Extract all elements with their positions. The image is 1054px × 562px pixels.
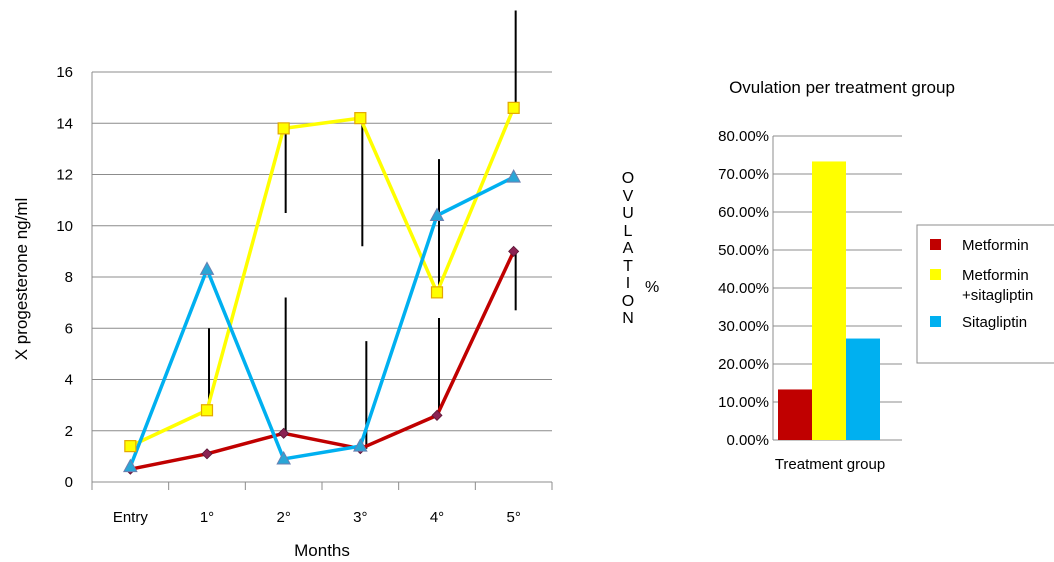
- data-point: [278, 427, 290, 439]
- data-point: [277, 122, 290, 135]
- x-axis-title: Months: [294, 541, 350, 560]
- x-tick-label: 3°: [353, 509, 367, 526]
- legend-label: Sitagliptin: [962, 314, 1027, 331]
- x-tick-label: 2°: [276, 509, 290, 526]
- y-tick-label: 50.00%: [718, 242, 769, 259]
- axis-label-letter: L: [623, 222, 633, 240]
- legend-box: [916, 224, 1054, 364]
- y-tick-label: 14: [56, 115, 73, 132]
- bar: [812, 161, 846, 440]
- data-point: [276, 450, 292, 465]
- y-tick-label: 70.00%: [718, 166, 769, 183]
- axis-label-letter: T: [623, 257, 633, 275]
- data-point: [354, 112, 367, 125]
- x-tick-label: Entry: [113, 509, 149, 526]
- data-point: [508, 245, 520, 257]
- y-tick-label: 10: [56, 218, 73, 235]
- y-tick-label: 12: [56, 167, 73, 184]
- y-axis-title: X progesterone ng/ml: [12, 198, 31, 361]
- data-point: [429, 207, 445, 221]
- axis-label-letter: V: [622, 187, 634, 205]
- bar: [778, 389, 812, 440]
- x-category-label: Treatment group: [775, 456, 885, 473]
- data-point: [506, 169, 522, 183]
- x-tick-label: 1°: [200, 509, 214, 526]
- data-point: [430, 286, 444, 299]
- series-line: [129, 107, 516, 448]
- chart-title: Ovulation per treatment group: [729, 78, 955, 97]
- legend-swatch: [930, 316, 941, 327]
- axis-label-letter: O: [621, 292, 635, 310]
- y-tick-label: 16: [56, 64, 73, 81]
- y-tick-label: 2: [65, 423, 73, 440]
- y-tick-label: 30.00%: [718, 318, 769, 335]
- legend-label: Metformin: [962, 267, 1029, 284]
- series-line: [128, 175, 515, 468]
- y-tick-label: 60.00%: [718, 204, 769, 221]
- legend-swatch: [930, 269, 941, 280]
- axis-label-letter: I: [625, 275, 631, 292]
- data-point: [507, 101, 520, 114]
- legend-swatch: [930, 239, 941, 250]
- data-point: [122, 458, 138, 473]
- axis-label-letter: A: [622, 240, 634, 257]
- ovulation-bar-chart: Ovulation per treatment group 0.00% 10.00%…: [718, 78, 1054, 473]
- data-point: [200, 404, 214, 417]
- data-point: [431, 409, 443, 421]
- data-point: [199, 261, 215, 275]
- y-tick-label: 10.00%: [718, 394, 769, 411]
- data-point: [124, 440, 137, 453]
- y-tick-label: 8: [65, 269, 73, 286]
- data-point: [201, 448, 213, 460]
- bar: [846, 338, 880, 440]
- legend-label: +sitagliptin: [962, 287, 1033, 304]
- y-tick-label: 40.00%: [718, 280, 769, 297]
- series-line: [129, 250, 516, 471]
- legend-label: Metformin: [962, 237, 1029, 254]
- axis-label-letter: U: [622, 205, 634, 222]
- axis-label-letter: N: [622, 310, 634, 327]
- y-tick-label: 6: [65, 320, 73, 337]
- y-tick-label: 0.00%: [726, 432, 769, 449]
- y-tick-label: 20.00%: [718, 356, 769, 373]
- x-tick-label: 5°: [506, 509, 520, 526]
- axis-label-letter: O: [621, 170, 635, 187]
- y-tick-label: 4: [65, 372, 73, 389]
- ovulation-axis-unit: %: [645, 279, 660, 296]
- x-tick-label: 4°: [430, 509, 444, 526]
- y-tick-label: 0: [65, 474, 73, 491]
- data-point: [352, 438, 368, 452]
- progesterone-line-chart: 0 2 4 6 8 10 12 14 16 Entry 1° 2° 3° 4° 5° Months X prog…: [12, 10, 553, 560]
- y-tick-label: 80.00%: [718, 128, 769, 145]
